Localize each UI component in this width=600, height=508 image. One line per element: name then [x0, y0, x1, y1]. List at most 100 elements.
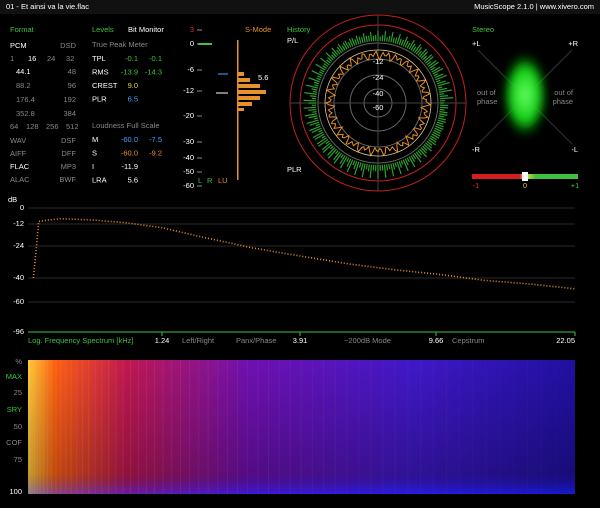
sample-rate: 352.8	[16, 109, 35, 118]
level-value: TPL	[92, 54, 106, 63]
meter-tick-label: 3	[190, 25, 194, 34]
sample-rate: 88.2	[16, 81, 31, 90]
file-type: BWF	[59, 175, 76, 184]
level-value: 9.0	[128, 81, 138, 90]
meter-tick-label: -50	[183, 167, 194, 176]
x-tick-label: 3.91	[293, 336, 308, 345]
level-value: -0.1	[125, 54, 138, 63]
y-tick-label: -12	[13, 219, 24, 228]
spectrogram-label: 50	[14, 422, 22, 431]
y-tick-label: -40	[13, 273, 24, 282]
axis-unit: dB	[8, 195, 17, 204]
spectrogram-label: SRY	[7, 405, 22, 414]
ring-label: -12	[373, 57, 384, 66]
view-label: Left/Right	[182, 336, 215, 345]
ring-label: -40	[373, 89, 384, 98]
x-tick-label: 22.05	[556, 336, 575, 345]
file-type: AIFF	[10, 149, 27, 158]
correlation-label: 0	[523, 181, 527, 190]
history-label: P/L	[287, 36, 298, 45]
view-label: Panx/Phase	[236, 336, 276, 345]
x-tick-label: 1.24	[155, 336, 170, 345]
loudness-value: M	[92, 135, 98, 144]
meter-tick-label: -20	[183, 111, 194, 120]
peak-value: 5.6	[258, 73, 268, 82]
file-type: DFF	[61, 149, 76, 158]
loudness-value: -7.5	[149, 135, 162, 144]
loudness-value: -60.0	[121, 135, 138, 144]
format-header: DSD	[60, 41, 76, 50]
phase-note: out of	[554, 88, 574, 97]
ring-label: -24	[373, 73, 384, 82]
section-title: True Peak Meter	[92, 40, 148, 49]
section-title: Loudness Full Scale	[92, 121, 160, 130]
stereo-scope	[472, 50, 578, 181]
file-type: ALAC	[10, 175, 30, 184]
level-value: -14.3	[145, 67, 162, 76]
level-value: PLR	[92, 94, 107, 103]
y-tick-label: -60	[13, 297, 24, 306]
sample-rate: 96	[68, 81, 76, 90]
level-value: -0.1	[149, 54, 162, 63]
file-type: MP3	[61, 162, 76, 171]
stereo-corner: -R	[472, 145, 480, 154]
level-value: CREST	[92, 81, 118, 90]
meter-tick-label: -60	[183, 181, 194, 190]
loudness-value: -60.0	[121, 148, 138, 157]
x-tick-label: 9.66	[429, 336, 444, 345]
mode-label: S-Mode	[245, 25, 271, 34]
meter-tick-label: -6	[187, 65, 194, 74]
panel-title: History	[287, 25, 311, 34]
app-name: MusicScope 2.1.0 | www.xivero.com	[474, 2, 594, 11]
loudness-value: I	[92, 162, 94, 171]
spectrogram-label: 25	[14, 388, 22, 397]
loudness-value: S	[92, 148, 97, 157]
phase-note: out of	[477, 88, 497, 97]
meter-tick-label: 0	[190, 39, 194, 48]
level-value: 6.5	[128, 94, 138, 103]
file-type: WAV	[10, 136, 26, 145]
file-type: FLAC	[10, 162, 30, 171]
channel-label: LU	[218, 176, 228, 185]
level-value: -13.9	[121, 67, 138, 76]
loudness-value: LRA	[92, 175, 107, 184]
y-tick-label: 0	[20, 203, 24, 212]
meter-tick-label: -30	[183, 137, 194, 146]
spectrogram-label: 100	[9, 487, 22, 496]
dsd-rate: 256	[46, 122, 59, 131]
correlation-label: -1	[473, 181, 480, 190]
spectrogram-label: %	[15, 357, 22, 366]
correlation-label: +1	[571, 181, 580, 190]
meter-tick-label: -12	[183, 86, 194, 95]
level-mode: Bit Monitor	[128, 25, 164, 34]
sample-rate: 176.4	[16, 95, 35, 104]
view-label: Cepstrum	[452, 336, 485, 345]
panel-title: Stereo	[472, 25, 494, 34]
level-value: RMS	[92, 67, 109, 76]
panel-title: Format	[10, 25, 35, 34]
history-label: PLR	[287, 165, 302, 174]
loudness-value: -9.2	[149, 148, 162, 157]
file-name: 01 - Et ainsi va la vie.flac	[6, 2, 89, 11]
sample-rate: 384	[63, 109, 76, 118]
file-type: DSF	[61, 136, 76, 145]
bit-depth: 1	[10, 54, 14, 63]
stereo-corner: -L	[571, 145, 578, 154]
stereo-corner: +L	[472, 39, 481, 48]
phase-note: phase	[553, 97, 573, 106]
view-label: ~200dB Mode	[344, 336, 391, 345]
stereo-corner: +R	[568, 39, 578, 48]
sample-rate: 48	[68, 67, 76, 76]
dsd-rate: 128	[26, 122, 39, 131]
channel-label: L	[198, 176, 202, 185]
sample-rate: 192	[63, 95, 76, 104]
phase-note: phase	[477, 97, 497, 106]
meter-tick-label: -40	[183, 153, 194, 162]
y-tick-label: -24	[13, 241, 24, 250]
spectrogram-label: 75	[14, 455, 22, 464]
y-tick-label: -96	[13, 327, 24, 336]
spectrogram-label: COF	[6, 438, 22, 447]
dsd-rate: 64	[10, 122, 18, 131]
bit-depth: 24	[47, 54, 55, 63]
